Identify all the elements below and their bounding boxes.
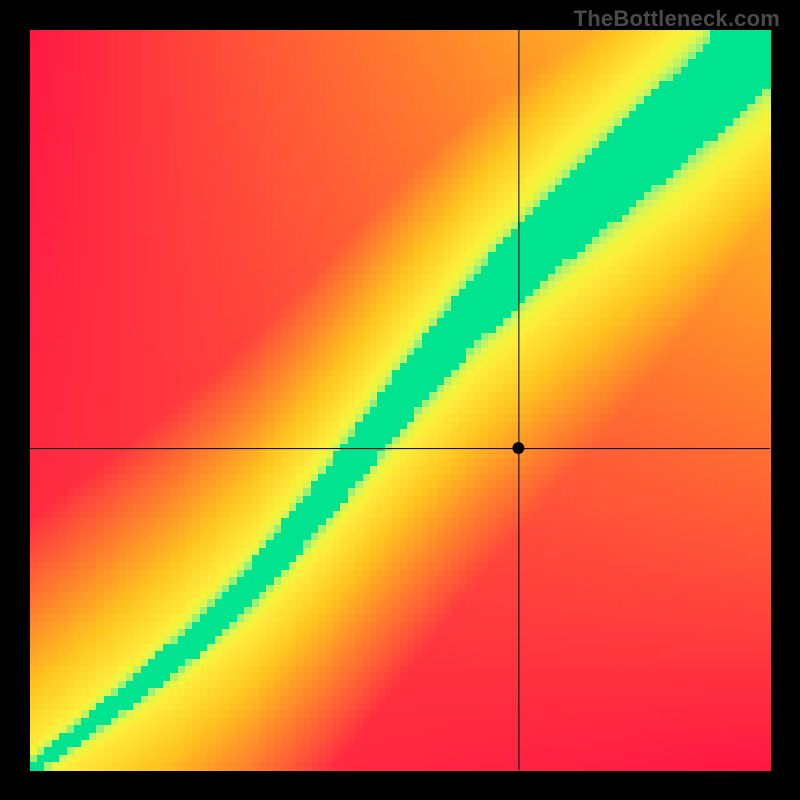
source-watermark: TheBottleneck.com: [574, 6, 780, 32]
bottleneck-heatmap: TheBottleneck.com: [0, 0, 800, 800]
heatmap-canvas: [0, 0, 800, 800]
